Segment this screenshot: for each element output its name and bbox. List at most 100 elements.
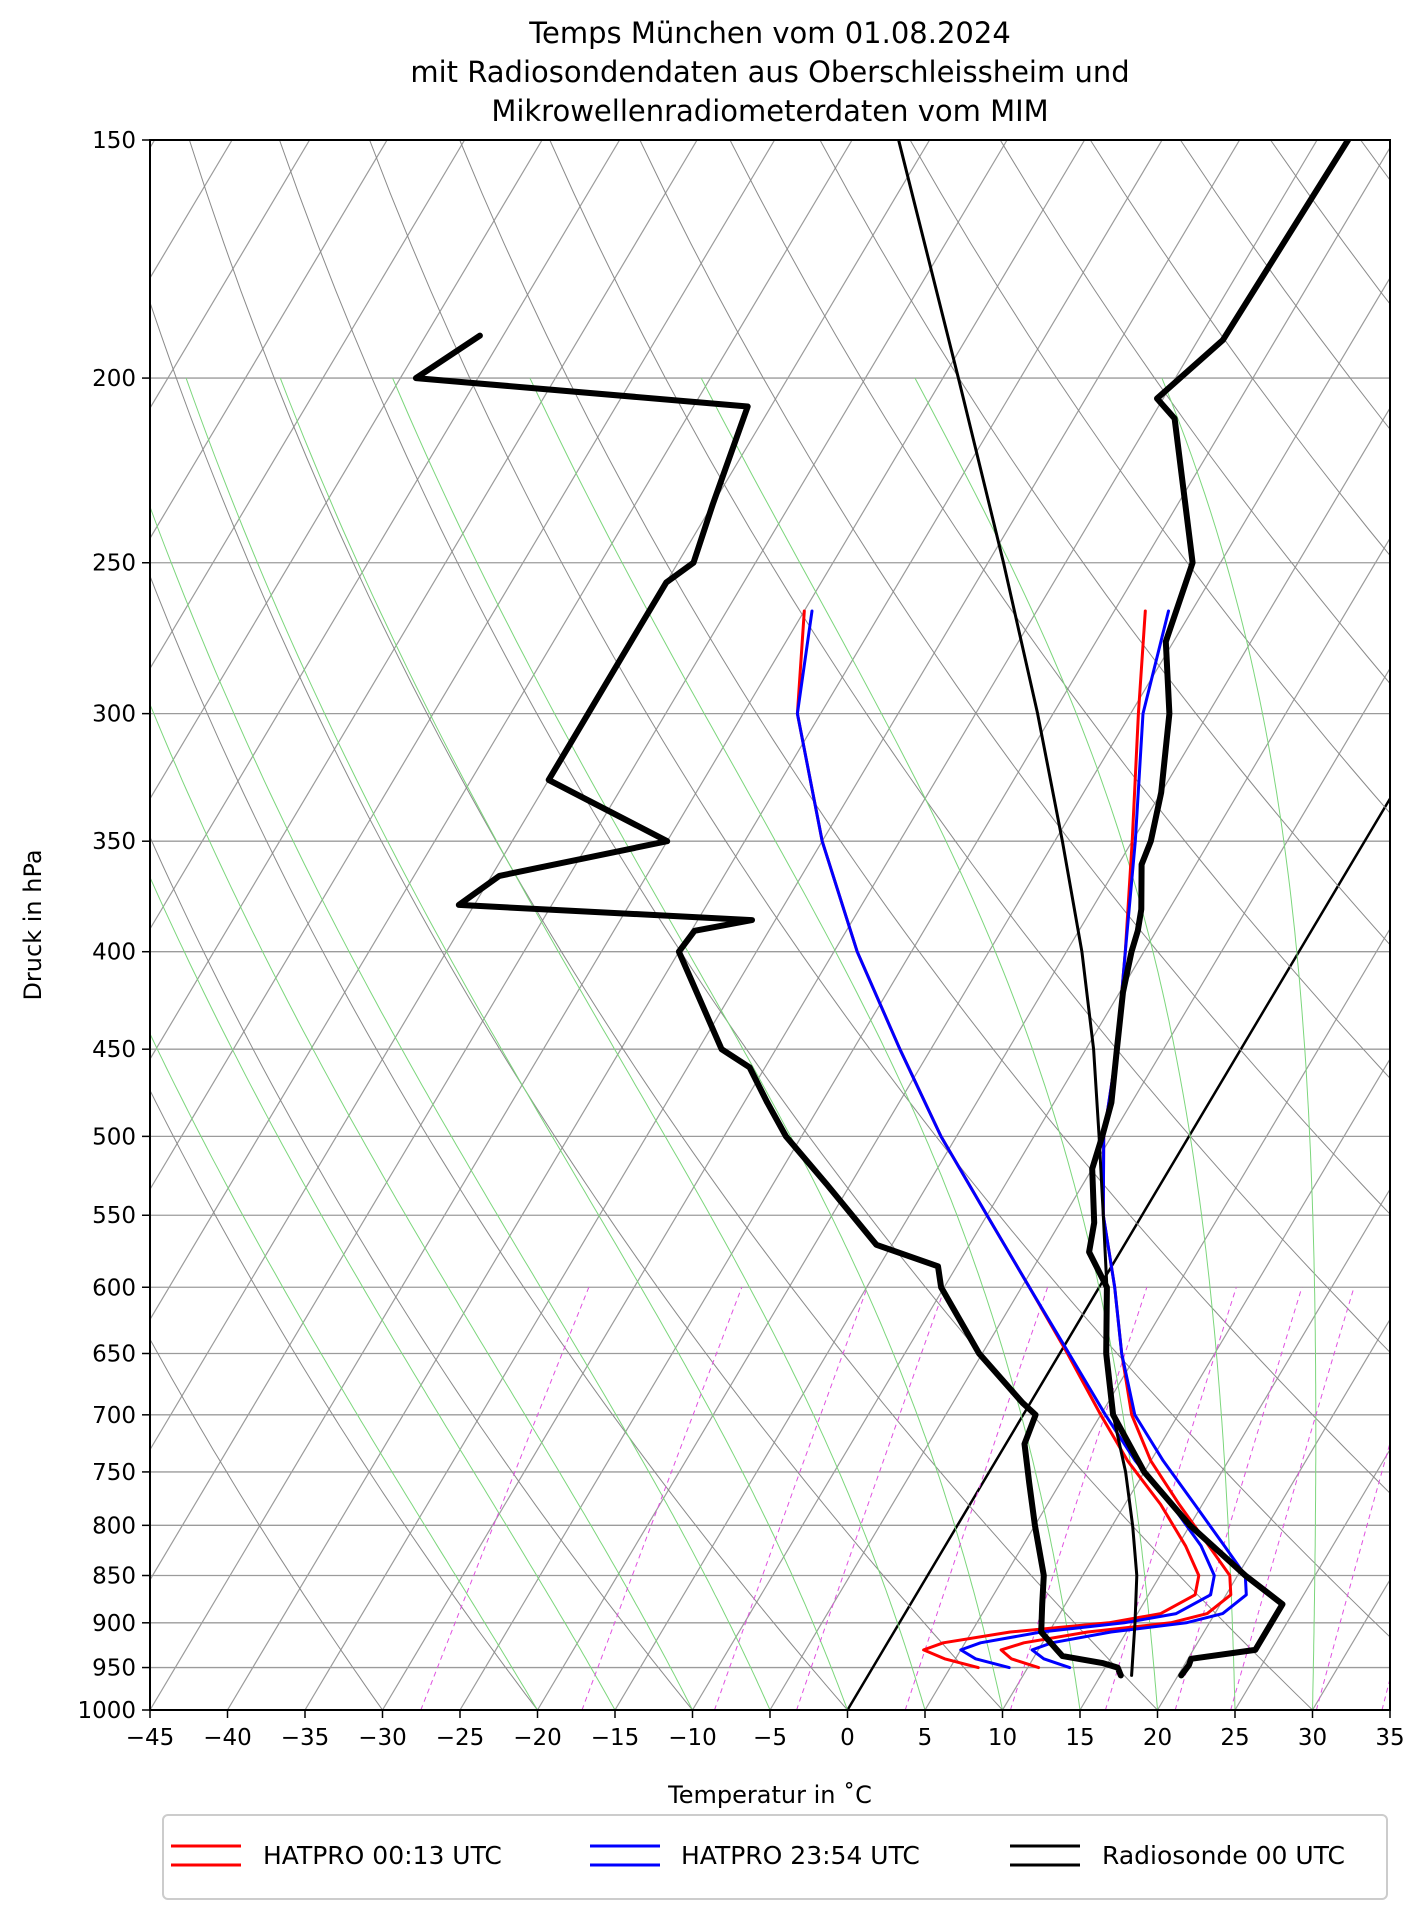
y-tick-label: 550 — [92, 1203, 136, 1229]
moist-adiabat-30 — [1161, 377, 1317, 1710]
y-tick-label: 200 — [92, 366, 136, 392]
mixing-ratio-3 — [796, 1287, 946, 1710]
isotherm--40 — [226, 140, 1163, 1710]
isotherm-10 — [1001, 1057, 1390, 1710]
moist-adiabat--15 — [150, 876, 616, 1710]
legend-label-hatpro-0013: HATPRO 00:13 UTC — [263, 1841, 502, 1870]
series-2-dewpoint — [412, 332, 1124, 1679]
y-tick-label: 300 — [92, 702, 136, 728]
moist-adiabat-20 — [700, 377, 1158, 1710]
x-tick-label: 10 — [988, 1725, 1017, 1751]
legend-entry-hatpro-0013: HATPRO 00:13 UTC — [171, 1841, 502, 1870]
legend-label-hatpro-2354: HATPRO 23:54 UTC — [681, 1841, 920, 1870]
isotherm--65 — [150, 140, 776, 1191]
mixing-ratio-0.4 — [420, 1287, 590, 1710]
x-tick-label: 0 — [840, 1725, 855, 1751]
moist-adiabat-10 — [392, 377, 1003, 1710]
mixing-ratio-2 — [714, 1287, 868, 1710]
chart-title-line-2: mit Radiosondendaten aus Oberschleisshei… — [410, 55, 1129, 89]
dry-adiabat-50 — [459, 140, 1390, 1494]
isotherm--85 — [150, 140, 466, 670]
moist-adiabat--10 — [150, 703, 693, 1710]
y-axis-label: Druck in hPa — [19, 849, 47, 1000]
isotherm--95 — [150, 140, 311, 410]
dry-adiabat-40 — [369, 140, 1390, 1638]
x-tick-label: −15 — [591, 1725, 640, 1751]
x-axis-label: Temperatur in ˚C — [667, 1781, 872, 1809]
series-1-dewpoint — [795, 609, 1216, 1670]
isotherm-25 — [1234, 1448, 1390, 1710]
y-tick-label: 500 — [92, 1124, 136, 1150]
plot-frame — [149, 139, 1391, 1711]
y-tick-label: 850 — [92, 1564, 136, 1590]
isotherm-20 — [1156, 1318, 1390, 1710]
isotherm--25 — [459, 146, 1390, 1710]
x-tick-label: 20 — [1143, 1725, 1172, 1751]
x-tick-label: 15 — [1065, 1725, 1094, 1751]
legend: HATPRO 00:13 UTC HATPRO 23:54 UTC Radios… — [162, 1814, 1388, 1900]
y-tick-label: 700 — [92, 1403, 136, 1429]
y-tick-label: 800 — [92, 1513, 136, 1539]
isotherm--45 — [150, 140, 1086, 1710]
isotherm--90 — [150, 140, 388, 540]
mixing-ratio-5 — [904, 1287, 1049, 1710]
isotherm--80 — [150, 140, 543, 800]
dry-adiabat-30 — [279, 140, 1313, 1710]
isotherm--50 — [150, 140, 1008, 1581]
dry-adiabat-80 — [729, 140, 1390, 1080]
dry-adiabat-70 — [639, 140, 1390, 1215]
mixing-ratio-20 — [1230, 1287, 1355, 1710]
mixing-ratio-8 — [1009, 1287, 1148, 1710]
y-tick-label: 650 — [92, 1341, 136, 1367]
series-2-temperature — [1086, 140, 1352, 1679]
isotherm--10 — [691, 537, 1390, 1710]
dry-adiabat--20 — [150, 1089, 538, 1710]
x-tick-label: −35 — [281, 1725, 330, 1751]
isotherm-0 — [846, 796, 1390, 1710]
x-tick-label: 25 — [1220, 1725, 1249, 1751]
isotherm--15 — [614, 406, 1390, 1710]
x-tick-label: −45 — [126, 1725, 175, 1751]
grid-lines — [150, 140, 1390, 1710]
moist-adiabat--20 — [150, 1032, 538, 1710]
dry-adiabat-90 — [819, 140, 1390, 946]
mixing-ratio-12 — [1104, 1287, 1237, 1710]
chart-title-line-3: Mikrowellenradiometerdaten vom MIM — [491, 94, 1048, 128]
legend-box — [162, 1814, 1388, 1900]
y-tick-label: 600 — [92, 1275, 136, 1301]
isotherm--20 — [536, 276, 1390, 1710]
moist-adiabat-15 — [529, 377, 1081, 1710]
dry-adiabat-0 — [150, 574, 848, 1710]
data-series — [412, 140, 1352, 1679]
dry-adiabat-10 — [150, 301, 1003, 1710]
dry-adiabat-60 — [549, 140, 1390, 1353]
isotherm--35 — [304, 140, 1241, 1710]
dry-adiabat--30 — [150, 1338, 383, 1710]
x-tick-label: −20 — [513, 1725, 562, 1751]
y-tick-label: 750 — [92, 1460, 136, 1486]
moist-adiabat-0 — [185, 377, 848, 1710]
moist-adiabat--5 — [150, 505, 771, 1710]
y-tick-label: 450 — [92, 1037, 136, 1063]
legend-entry-radiosonde: Radiosonde 00 UTC — [1010, 1841, 1345, 1870]
y-tick-label: 900 — [92, 1611, 136, 1637]
mixing-ratio-28 — [1315, 1441, 1390, 1710]
dry-adiabat-100 — [909, 140, 1390, 814]
x-tick-label: 30 — [1298, 1725, 1327, 1751]
isotherm--5 — [769, 667, 1390, 1710]
mixing-ratio-16 — [1174, 1287, 1303, 1710]
dry-adiabat-110 — [999, 140, 1390, 685]
legend-entry-hatpro-2354: HATPRO 23:54 UTC — [590, 1841, 920, 1870]
x-tick-label: 35 — [1375, 1725, 1404, 1751]
y-tick-label: 400 — [92, 940, 136, 966]
series-2-parcel — [897, 140, 1139, 1677]
series-1-temperature — [1030, 609, 1248, 1670]
isotherm-5 — [924, 927, 1390, 1710]
moist-adiabat-35 — [1389, 1701, 1390, 1710]
dry-adiabat-20 — [188, 140, 1158, 1710]
legend-label-radiosonde: Radiosonde 00 UTC — [1102, 1841, 1345, 1870]
axis-ticks: −45 −40 −35 −30 −25 −20 −15 −10 −5 0 5 10 15 20 25 30 35… — [77, 128, 1404, 1751]
mixing-ratio-1 — [581, 1287, 743, 1710]
x-tick-label: −5 — [753, 1725, 787, 1751]
x-tick-label: −25 — [436, 1725, 485, 1751]
